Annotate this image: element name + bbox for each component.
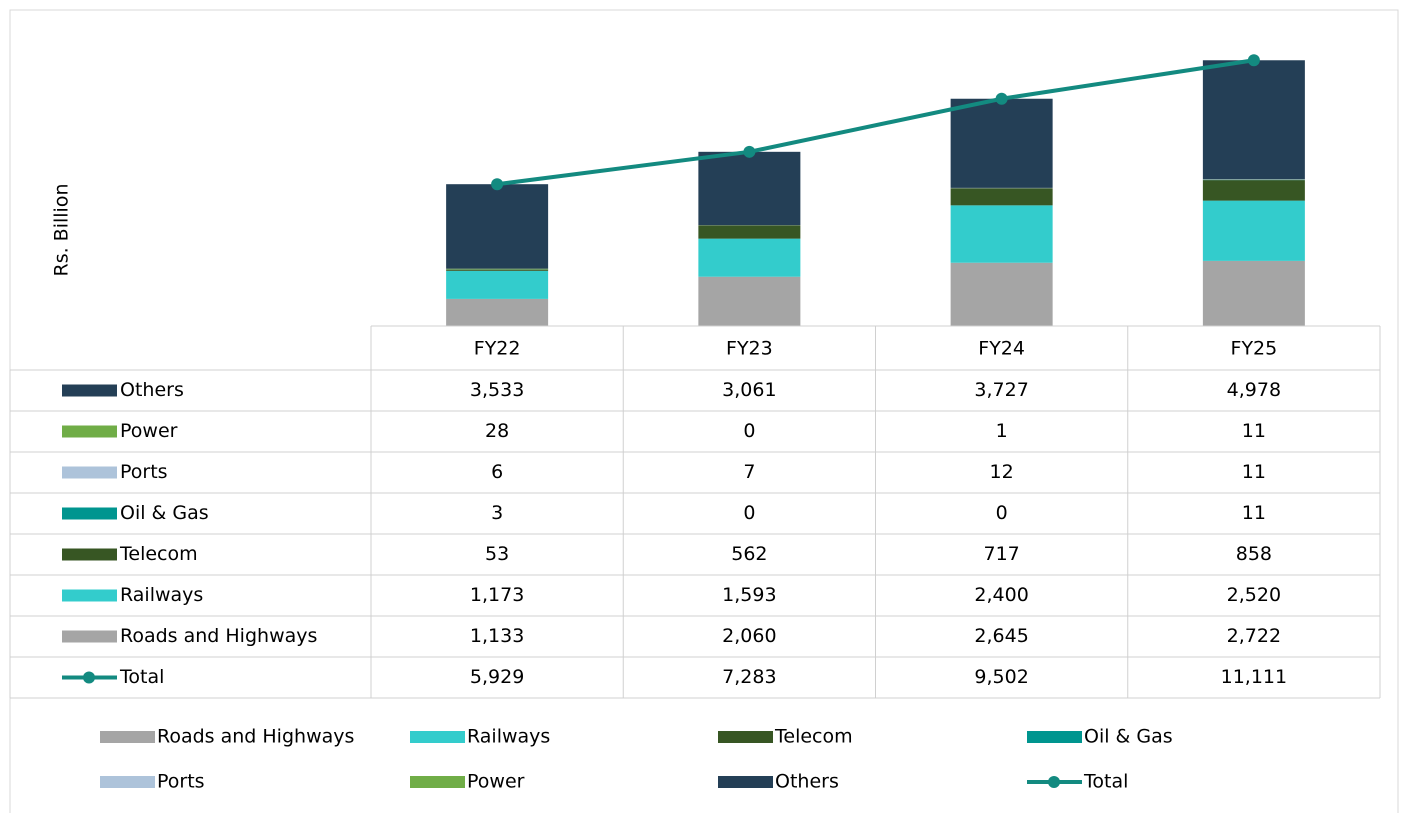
- legend-label: Oil & Gas: [1084, 726, 1173, 748]
- total-line: [496, 58, 1255, 187]
- legend-key: [410, 776, 465, 788]
- table-cell: 11: [1242, 461, 1266, 483]
- bar-segment: [698, 238, 801, 277]
- bar-segment: [1202, 200, 1305, 261]
- bar-segment: [446, 268, 549, 270]
- table-key: [83, 671, 95, 684]
- legend-key: [100, 776, 155, 788]
- table-row-label: Power: [120, 420, 178, 442]
- legend-label: Others: [775, 771, 839, 793]
- table-cell: 3,061: [722, 379, 776, 401]
- table-cell: 11: [1242, 502, 1266, 524]
- table-cell: 11,111: [1221, 666, 1287, 688]
- table-key: [62, 384, 117, 397]
- table-cell: 1,173: [470, 584, 524, 606]
- table-cell: 3,727: [974, 379, 1028, 401]
- table-row-label: Railways: [120, 584, 203, 606]
- table-cell: 3,533: [470, 379, 524, 401]
- legend-key: [410, 731, 465, 743]
- bar-segment: [698, 151, 801, 226]
- table-key: [62, 466, 117, 479]
- table-row-label: Others: [120, 379, 184, 401]
- bar-segment: [446, 269, 549, 271]
- legend-key: [1048, 776, 1060, 788]
- bar-segment: [1202, 260, 1305, 326]
- table-cell: 2,400: [974, 584, 1028, 606]
- table-cell: 717: [983, 543, 1019, 565]
- bar-segment: [950, 262, 1053, 326]
- total-point: [491, 178, 504, 191]
- bar-segment: [1202, 180, 1305, 201]
- table-header: FY24: [978, 338, 1025, 360]
- table-cell: 28: [485, 420, 509, 442]
- table-cell: 0: [743, 420, 755, 442]
- y-axis-label: Rs. Billion: [51, 184, 73, 277]
- table-cell: 53: [485, 543, 509, 565]
- table-cell: 2,722: [1227, 625, 1281, 647]
- bar-segment: [446, 298, 549, 326]
- table-header: FY23: [726, 338, 773, 360]
- table-cell: 7: [743, 461, 755, 483]
- legend-key: [718, 731, 773, 743]
- bar-segment: [698, 225, 801, 239]
- legend-key: [100, 731, 155, 743]
- bar-segment: [446, 270, 549, 299]
- table-key: [62, 425, 117, 438]
- legend-label: Telecom: [774, 726, 853, 748]
- table-cell: 1,133: [470, 625, 524, 647]
- table-cell: 11: [1242, 420, 1266, 442]
- table-cell: 12: [990, 461, 1014, 483]
- table-cell: 1: [996, 420, 1008, 442]
- table-key: [62, 589, 117, 602]
- table-cell: 2,645: [974, 625, 1028, 647]
- table-cell: 1,593: [722, 584, 776, 606]
- bar-segment: [950, 205, 1053, 263]
- table-row-label: Oil & Gas: [120, 502, 209, 524]
- table-row-label: Roads and Highways: [120, 625, 317, 647]
- total-point: [1247, 54, 1260, 67]
- legend-label: Total: [1083, 771, 1128, 793]
- table-cell: 3: [491, 502, 503, 524]
- table-cell: 9,502: [974, 666, 1028, 688]
- table-cell: 5,929: [470, 666, 524, 688]
- table-cell: 0: [996, 502, 1008, 524]
- table-cell: 0: [743, 502, 755, 524]
- table-cell: 7,283: [722, 666, 776, 688]
- table-cell: 2,520: [1227, 584, 1281, 606]
- table-cell: 4,978: [1227, 379, 1281, 401]
- table-cell: 2,060: [722, 625, 776, 647]
- legend-key: [1027, 731, 1082, 743]
- table-key: [62, 630, 117, 643]
- table-cell: 6: [491, 461, 503, 483]
- table-cell: 858: [1236, 543, 1272, 565]
- table-row-label: Total: [119, 666, 164, 688]
- bar-segment: [1202, 60, 1305, 180]
- legend-label: Power: [467, 771, 525, 793]
- legend-label: Roads and Highways: [157, 726, 354, 748]
- bar-segment: [698, 276, 801, 326]
- legend-label: Ports: [157, 771, 205, 793]
- legend-key: [718, 776, 773, 788]
- table-key: [62, 548, 117, 561]
- bar-segment: [950, 188, 1053, 206]
- table-row-label: Telecom: [119, 543, 198, 565]
- total-point: [743, 145, 756, 158]
- table-header: FY22: [474, 338, 521, 360]
- bar-segment: [446, 184, 549, 269]
- table-header: FY25: [1231, 338, 1278, 360]
- table-cell: 562: [731, 543, 767, 565]
- table-key: [62, 507, 117, 520]
- legend-label: Railways: [467, 726, 550, 748]
- table-row-label: Ports: [120, 461, 168, 483]
- total-point: [995, 92, 1008, 105]
- bar-segment: [950, 98, 1053, 188]
